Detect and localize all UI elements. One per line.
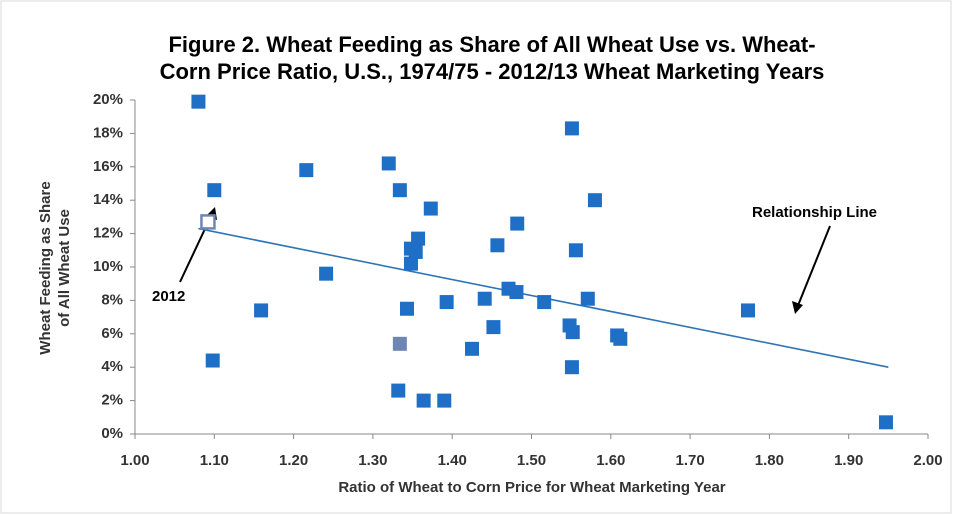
scatter-point (580, 291, 595, 306)
scatter-point (392, 183, 407, 198)
scatter-point (403, 256, 418, 271)
y-axis-label: Wheat Feeding as Share (37, 181, 54, 354)
y-tick-label: 20% (93, 91, 123, 108)
y-tick-label: 16% (93, 158, 123, 175)
y-tick-label: 18% (93, 124, 123, 141)
y-tick-label: 14% (93, 191, 123, 208)
scatter-point (740, 303, 755, 318)
scatter-point (299, 163, 314, 178)
scatter-point (565, 325, 580, 340)
y-tick-label: 12% (93, 225, 123, 242)
scatter-point (391, 383, 406, 398)
scatter-point (416, 393, 431, 408)
x-tick-label: 1.70 (675, 452, 704, 469)
scatter-point (205, 353, 220, 368)
scatter-point (399, 301, 414, 316)
scatter-point (613, 331, 628, 346)
x-tick-label: 1.40 (438, 452, 467, 469)
annotation-arrowhead (792, 301, 803, 314)
scatter-point (564, 360, 579, 375)
x-tick-label: 1.10 (200, 452, 229, 469)
scatter-point (878, 415, 893, 430)
x-tick-label: 1.90 (834, 452, 863, 469)
y-tick-label: 10% (93, 258, 123, 275)
scatter-point (381, 156, 396, 171)
scatter-point (486, 320, 501, 335)
chart-title: Corn Price Ratio, U.S., 1974/75 - 2012/1… (160, 59, 825, 84)
scatter-point (477, 291, 492, 306)
scatter-point (537, 295, 552, 310)
y-tick-label: 6% (101, 325, 123, 342)
x-tick-label: 1.50 (517, 452, 546, 469)
x-axis-label: Ratio of Wheat to Corn Price for Wheat M… (338, 479, 725, 496)
scatter-point (408, 244, 423, 259)
x-tick-label: 1.80 (755, 452, 784, 469)
y-tick-label: 4% (101, 358, 123, 375)
scatter-point (439, 295, 454, 310)
annotation: Relationship Line (752, 204, 877, 221)
x-tick-label: 1.20 (279, 452, 308, 469)
y-tick-label: 2% (101, 392, 123, 409)
x-tick-label: 1.30 (358, 452, 387, 469)
scatter-point (437, 393, 452, 408)
scatter-point (490, 238, 505, 253)
scatter-point (510, 216, 525, 231)
y-tick-label: 8% (101, 291, 123, 308)
scatter-point (465, 341, 480, 356)
scatter-point (587, 193, 602, 208)
y-axis-label: of All Wheat Use (56, 209, 73, 327)
scatter-point (200, 214, 216, 230)
x-tick-label: 2.00 (913, 452, 942, 469)
annotation: 2012 (152, 288, 185, 305)
scatter-point (564, 121, 579, 136)
scatter-point (254, 303, 269, 318)
scatter-point (423, 201, 438, 216)
annotation-arrow (796, 225, 831, 309)
scatter-point (568, 243, 583, 258)
scatter-point (319, 266, 334, 281)
y-tick-label: 0% (101, 425, 123, 442)
chart-title: Figure 2. Wheat Feeding as Share of All … (168, 32, 815, 57)
scatter-point (207, 183, 222, 198)
scatter-point (509, 285, 524, 300)
x-tick-label: 1.00 (120, 452, 149, 469)
scatter-point (392, 336, 407, 351)
x-tick-label: 1.60 (596, 452, 625, 469)
scatter-point (191, 94, 206, 109)
